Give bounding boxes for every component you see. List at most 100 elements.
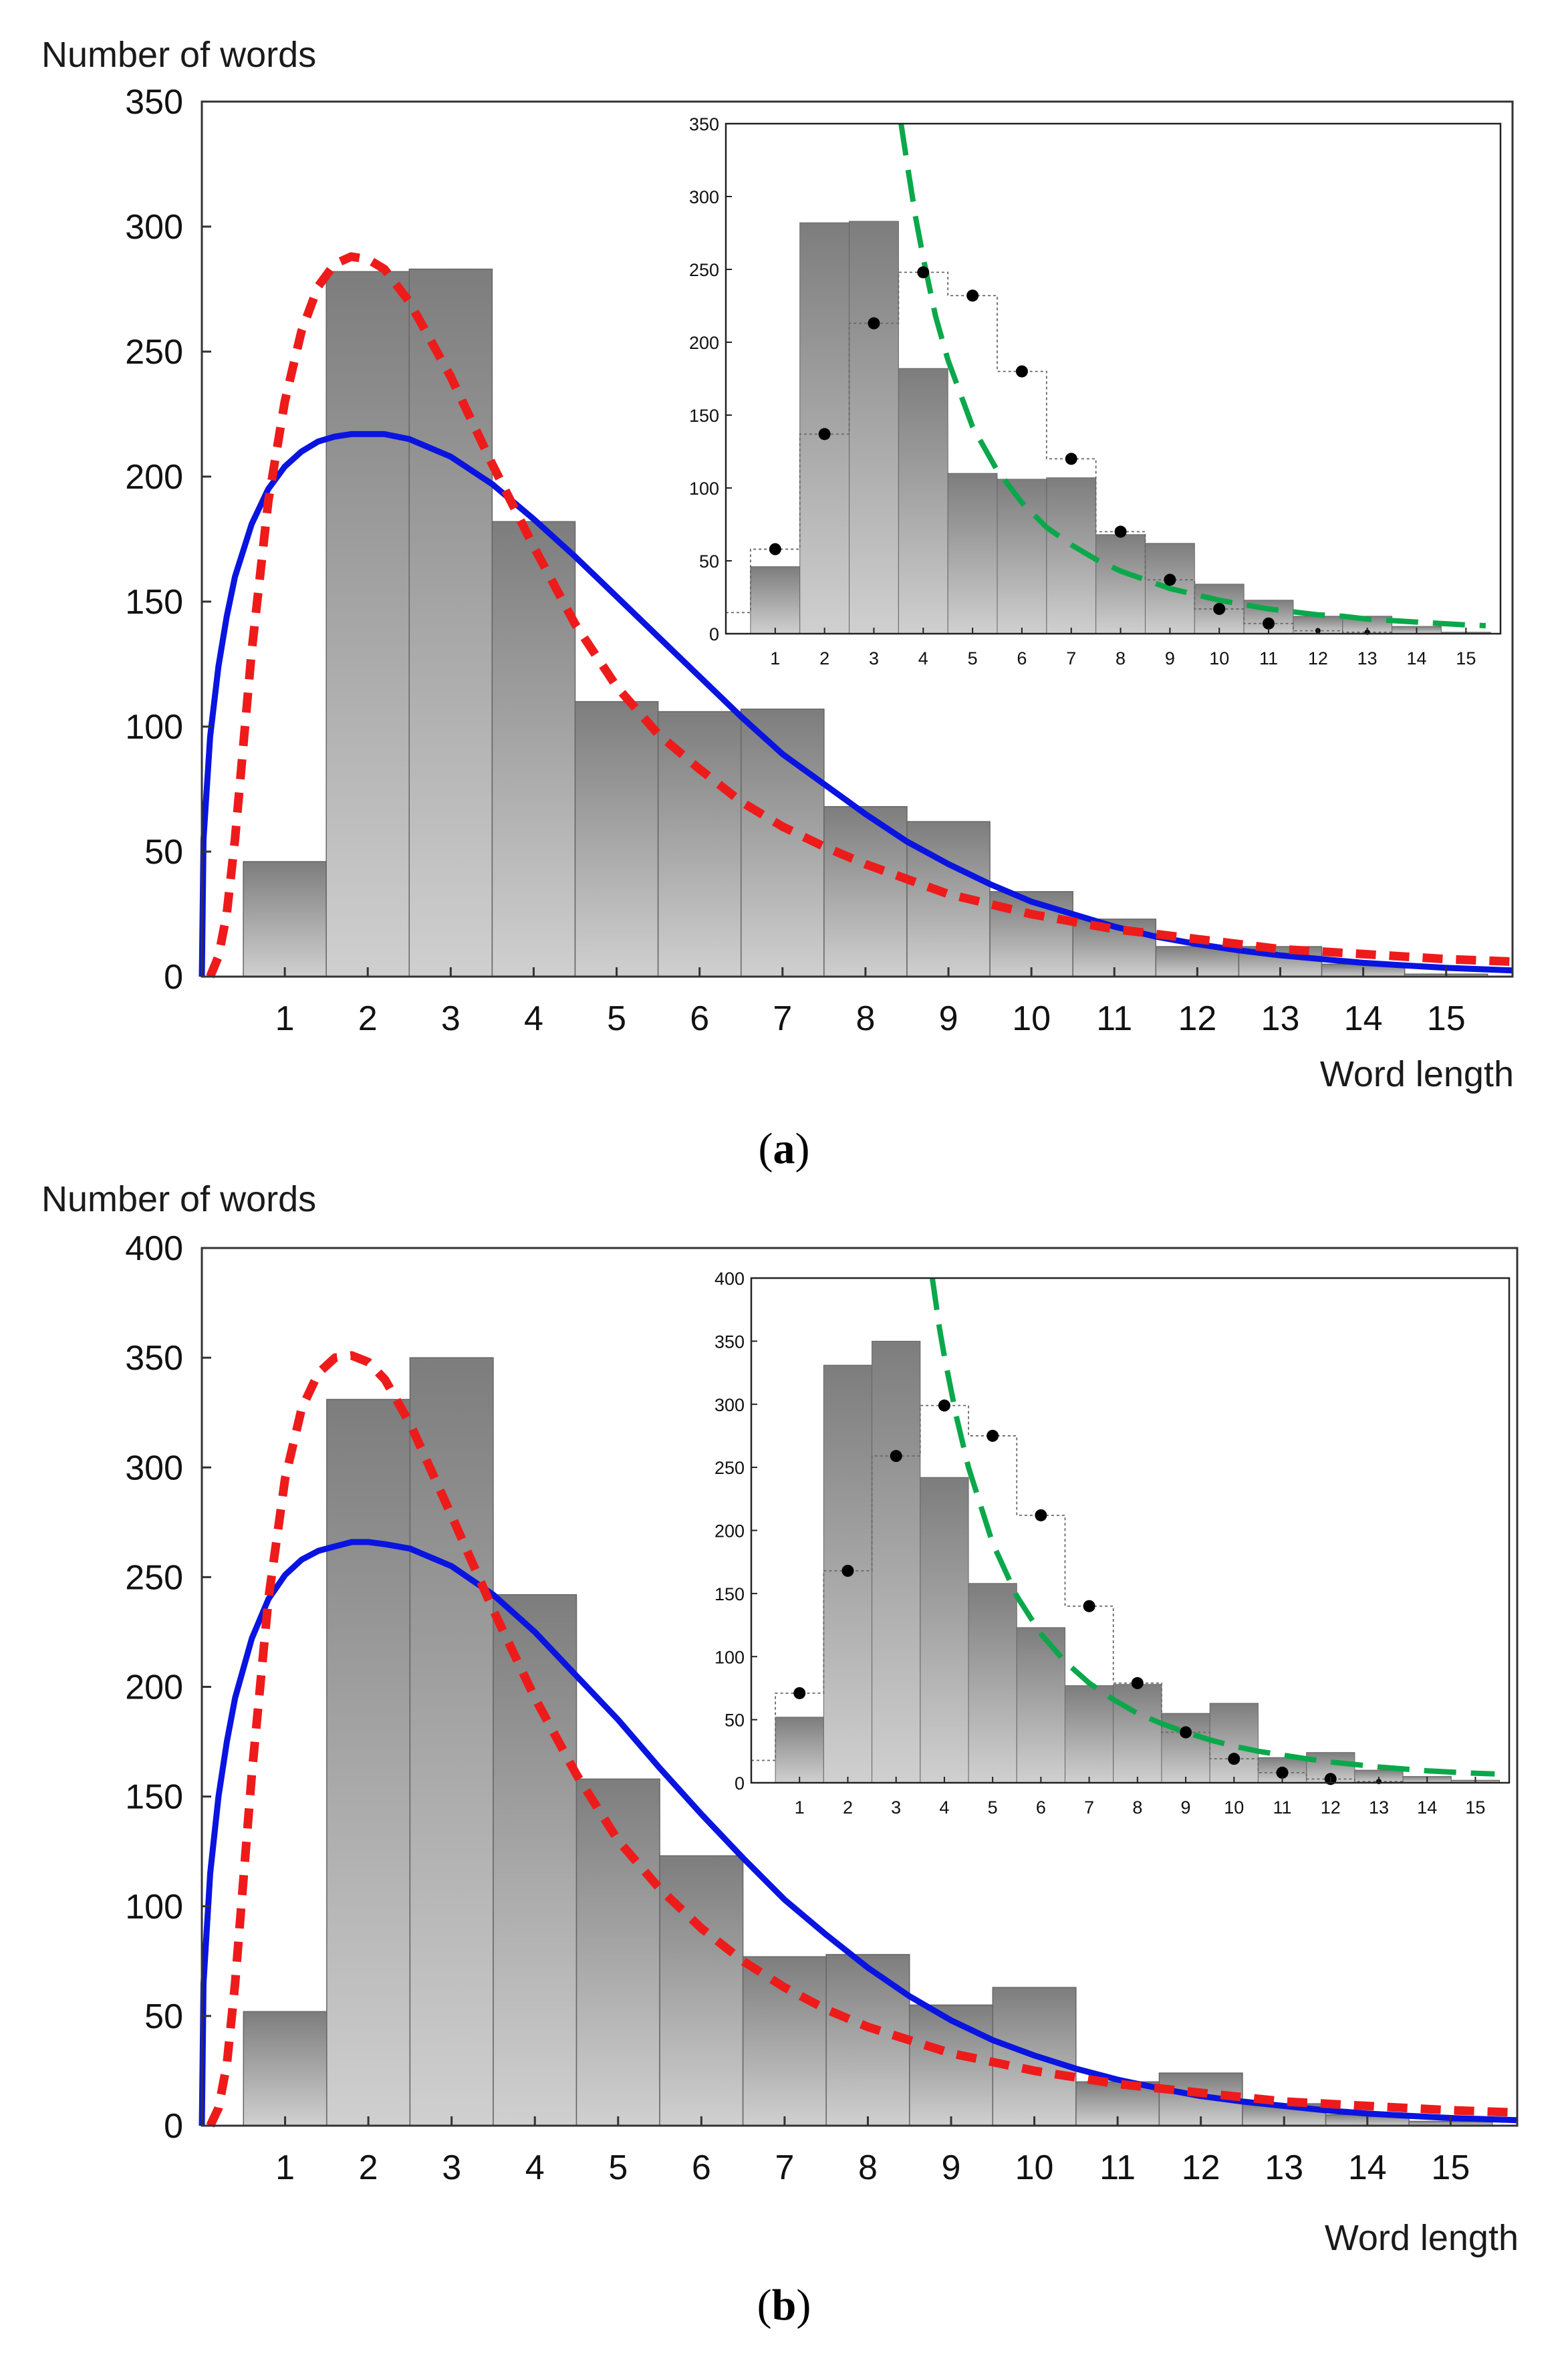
x-tick-label-b: 9 (942, 2148, 961, 2187)
x-tick-label-b: 2 (359, 2148, 378, 2187)
y-axis-title-b: Number of words (41, 1179, 316, 1219)
inset-y-tick-label-a: 100 (689, 479, 719, 499)
inset-x-tick-label-b: 12 (1321, 1797, 1341, 1818)
inset-y-tick-label-b: 200 (714, 1521, 745, 1541)
inset-x-tick-label-b: 2 (843, 1797, 853, 1818)
y-tick-label-a: 350 (125, 83, 183, 122)
x-tick-label-b: 12 (1182, 2148, 1220, 2187)
y-tick-label-a: 200 (125, 458, 183, 497)
power-curve-b (929, 1277, 1495, 1777)
inset-x-tick-label-a: 10 (1209, 648, 1229, 668)
x-axis-title-a: Word length (1320, 1054, 1514, 1094)
y-tick-label-a: 250 (125, 333, 183, 372)
inset-x-tick-label-a: 7 (1066, 648, 1076, 668)
poisson-point-b (1083, 1600, 1095, 1612)
inset-bar-a (898, 368, 948, 634)
poisson-point-a (1164, 574, 1176, 586)
inset-x-tick-label-b: 7 (1084, 1797, 1094, 1818)
x-tick-label-a: 3 (441, 999, 461, 1038)
bar-a (574, 701, 659, 977)
bar-b (575, 1778, 660, 2126)
inset-x-tick-label-a: 4 (918, 648, 928, 668)
x-tick-label-b: 15 (1431, 2148, 1470, 2187)
y-tick-label-a: 0 (164, 958, 183, 997)
poisson-point-a (868, 317, 880, 330)
bar-b (908, 2004, 994, 2126)
x-tick-label-a: 5 (607, 999, 626, 1038)
y-tick-label-b: 100 (125, 1888, 183, 1926)
poisson-point-b (1276, 1766, 1289, 1779)
inset-y-tick-label-b: 100 (714, 1647, 745, 1667)
inset-y-tick-label-a: 350 (689, 114, 719, 134)
x-tick-label-a: 2 (358, 999, 378, 1038)
x-tick-label-a: 8 (856, 999, 875, 1038)
y-tick-label-b: 300 (125, 1449, 183, 1487)
x-tick-label-b: 1 (275, 2148, 295, 2187)
x-tick-label-b: 5 (608, 2148, 628, 2187)
inset-x-tick-label-b: 5 (988, 1797, 998, 1818)
inset-x-tick-label-a: 8 (1116, 648, 1126, 668)
x-tick-label-b: 6 (692, 2148, 711, 2187)
x-tick-label-b: 13 (1265, 2148, 1303, 2187)
poisson-point-a (769, 543, 781, 555)
inset-bar-b (872, 1340, 921, 1783)
x-tick-label-b: 3 (442, 2148, 461, 2187)
inset-y-tick-label-b: 50 (725, 1711, 745, 1731)
caption-b: (b) (757, 2281, 811, 2330)
inset-x-tick-label-a: 9 (1165, 648, 1175, 668)
poisson-point-b (841, 1564, 854, 1577)
lognormal-curve-b (199, 1539, 1518, 2126)
inset-bar-a (947, 473, 998, 634)
x-tick-label-a: 9 (939, 999, 958, 1038)
x-tick-label-b: 8 (858, 2148, 878, 2187)
x-tick-label-a: 13 (1261, 999, 1300, 1038)
inset-y-tick-label-b: 150 (714, 1584, 745, 1604)
x-tick-label-b: 11 (1099, 2148, 1136, 2187)
inset-x-tick-label-a: 15 (1456, 648, 1476, 668)
x-axis-title-b: Word length (1325, 2218, 1519, 2258)
poisson-point-b (1180, 1726, 1192, 1739)
inset-x-tick-label-b: 4 (939, 1797, 949, 1818)
bar-b (742, 1956, 827, 2126)
y-tick-label-b: 50 (144, 1997, 183, 2036)
inset-x-tick-label-a: 12 (1308, 648, 1328, 668)
poisson-point-a (1015, 365, 1028, 378)
y-tick-label-b: 0 (164, 2107, 183, 2146)
y-axis-title-a: Number of words (41, 35, 316, 75)
poisson-point-a (966, 289, 979, 302)
x-tick-label-a: 1 (275, 999, 295, 1038)
inset-bar-b (775, 1717, 824, 1783)
caption-a: (a) (759, 1124, 810, 1173)
inset-y-tick-label-b: 350 (714, 1332, 745, 1352)
inset-y-tick-label-a: 50 (699, 551, 719, 572)
x-tick-label-b: 10 (1015, 2148, 1054, 2187)
y-tick-label-b: 150 (125, 1778, 183, 1817)
inset-bar-a (750, 566, 801, 634)
inset-y-tick-label-a: 150 (689, 406, 719, 426)
bar-b (493, 1594, 577, 2126)
inset-y-tick-label-a: 300 (689, 187, 719, 207)
poisson-point-b (987, 1429, 999, 1442)
inset-x-tick-label-b: 3 (891, 1797, 901, 1818)
bar-a (657, 711, 742, 977)
inset-x-tick-label-a: 14 (1406, 648, 1426, 668)
inset-x-tick-label-a: 3 (869, 648, 879, 668)
y-tick-label-b: 200 (125, 1668, 183, 1707)
gamma-curve-a (206, 252, 1513, 979)
power-curve-a (898, 123, 1486, 628)
x-tick-label-a: 12 (1178, 999, 1216, 1038)
y-tick-label-b: 250 (125, 1558, 183, 1597)
poisson-point-a (917, 266, 930, 279)
bar-a (325, 271, 410, 977)
inset-y-tick-label-a: 200 (689, 333, 719, 353)
y-tick-label-b: 350 (125, 1339, 183, 1378)
poisson-point-b (938, 1399, 950, 1412)
bar-a (243, 861, 327, 977)
inset-x-tick-label-b: 1 (795, 1797, 805, 1818)
inset-x-tick-label-a: 11 (1259, 648, 1278, 668)
x-tick-label-b: 14 (1348, 2148, 1387, 2187)
inset-x-tick-label-b: 13 (1369, 1797, 1389, 1818)
inset-x-tick-label-b: 9 (1181, 1797, 1191, 1818)
